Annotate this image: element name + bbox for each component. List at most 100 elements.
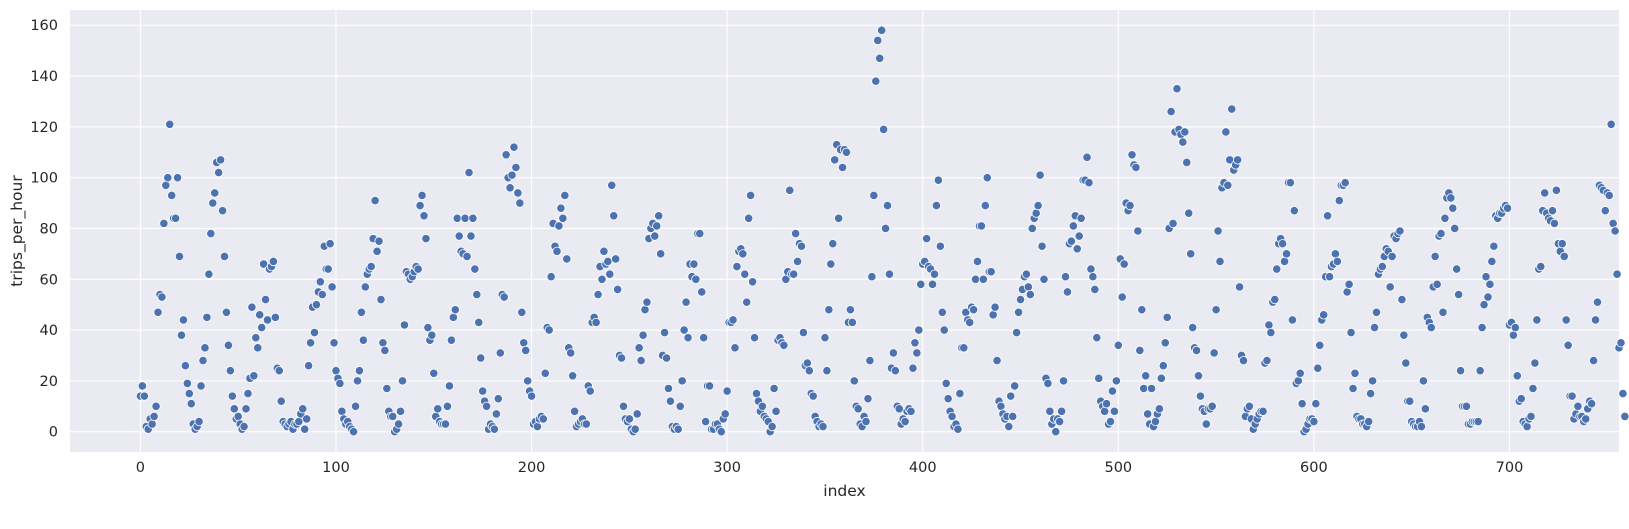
data-point (593, 289, 603, 300)
data-point (1340, 178, 1350, 188)
data-point (523, 376, 533, 386)
data-point (1322, 211, 1333, 221)
data-point (1563, 340, 1573, 350)
y-tick-label: 140 (30, 69, 58, 85)
data-point (677, 376, 687, 386)
data-point (880, 223, 891, 234)
data-point (202, 312, 212, 322)
data-point (204, 269, 214, 279)
data-point (1561, 315, 1571, 325)
data-point (1279, 256, 1290, 267)
data-point (802, 358, 812, 368)
data-point (470, 264, 480, 274)
data-point (1082, 152, 1092, 162)
data-point (1285, 178, 1296, 188)
data-point (830, 155, 840, 165)
y-axis-label: trips_per_hour (8, 175, 27, 287)
data-point (1010, 381, 1020, 391)
x-tick-label: 600 (1300, 460, 1328, 476)
data-point (1319, 310, 1329, 320)
data-point (499, 292, 509, 302)
y-tick-label: 100 (30, 171, 58, 187)
y-tick-label: 160 (30, 18, 58, 34)
data-point (636, 355, 646, 366)
data-point (544, 325, 554, 335)
data-point (959, 343, 969, 353)
data-point (274, 366, 284, 376)
data-point (746, 190, 756, 201)
data-point (1600, 206, 1610, 216)
data-point (157, 292, 167, 302)
data-point (378, 338, 388, 348)
data-point (227, 391, 237, 401)
data-point (730, 343, 740, 353)
data-point (988, 310, 998, 320)
data-point (243, 388, 253, 399)
data-point (1289, 206, 1299, 216)
data-point (200, 343, 210, 353)
y-tick-labels: 0 20 40 60 80 100 120 140 160 (30, 18, 58, 440)
data-point (1125, 200, 1135, 211)
data-point (139, 391, 149, 401)
data-point (716, 427, 726, 437)
data-point (399, 320, 410, 330)
data-point (1281, 249, 1292, 259)
data-point (1141, 371, 1151, 381)
data-point (867, 272, 877, 282)
data-point (972, 256, 983, 267)
data-point (180, 361, 190, 371)
data-point (1076, 213, 1086, 223)
data-point (914, 325, 924, 335)
data-point (566, 348, 576, 358)
data-point (1223, 180, 1233, 190)
data-point (1540, 188, 1550, 198)
data-point (1084, 178, 1094, 188)
y-tick-label: 80 (40, 221, 58, 237)
data-point (171, 213, 181, 223)
data-point (325, 239, 335, 249)
data-point (501, 150, 511, 160)
data-point (452, 213, 462, 223)
data-point (1618, 388, 1628, 399)
data-point (1056, 406, 1067, 416)
data-point (1532, 315, 1542, 325)
data-point (941, 378, 951, 389)
data-point (1178, 137, 1188, 147)
data-point (796, 241, 807, 251)
data-point (1090, 284, 1100, 295)
data-point (841, 147, 852, 157)
data-point (569, 406, 580, 416)
data-point (634, 343, 644, 353)
data-point (137, 381, 147, 391)
data-point (309, 328, 320, 338)
data-point (323, 264, 333, 274)
data-point (751, 388, 762, 399)
data-point (661, 353, 672, 363)
data-point (1193, 371, 1204, 381)
data-point (257, 322, 267, 333)
data-point (691, 274, 701, 284)
data-point (1330, 249, 1341, 259)
data-point (495, 348, 505, 358)
data-point (417, 190, 427, 201)
data-point (247, 302, 257, 312)
data-point (1111, 376, 1121, 386)
data-point (260, 294, 271, 305)
data-point (939, 325, 949, 335)
data-point (511, 162, 521, 173)
data-point (1023, 282, 1033, 292)
data-point (540, 368, 550, 378)
data-point (239, 421, 249, 432)
data-point (562, 254, 572, 264)
data-point (947, 411, 957, 422)
data-point (922, 234, 932, 244)
data-point (1172, 84, 1182, 94)
data-point (1031, 208, 1041, 218)
data-point (1107, 386, 1118, 396)
data-point (1604, 190, 1614, 201)
data-point (791, 228, 801, 239)
data-point (1039, 274, 1049, 284)
data-point (1015, 294, 1026, 305)
data-point (270, 312, 280, 322)
data-point (1105, 416, 1116, 427)
